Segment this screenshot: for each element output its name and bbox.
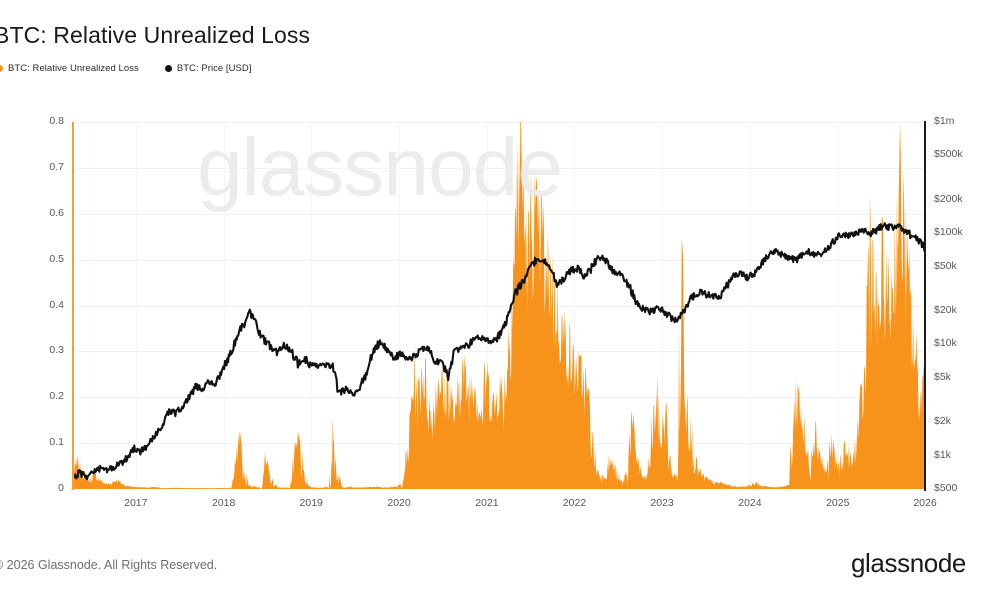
btc-price-line [73,222,925,481]
relative-unrealized-loss-area [73,122,925,489]
left-axis-tick-labels: 0 0.1 0.2 0.3 0.4 0.5 0.6 0.7 0.8 [0,0,64,600]
legend-dot-black-icon [164,65,172,72]
left-axis-tick-label: 0.2 [49,390,64,403]
series-canvas [73,122,925,489]
right-axis-tick-label: $100k [934,226,963,239]
chart-legend: BTC: Relative Unrealized Loss BTC: Price… [0,63,252,74]
legend-label-relative-unrealized-loss: BTC: Relative Unrealized Loss [8,63,139,74]
right-axis-tick-label: $10k [934,337,957,350]
x-axis-tick-label: 2019 [299,497,323,509]
left-axis-tick-label: 0.8 [49,115,64,127]
page-title: BTC: Relative Unrealized Loss [0,22,311,48]
x-axis-tick-label: 2017 [124,497,148,509]
right-axis-tick-label: $50k [934,259,957,272]
left-axis-tick-label: 0.4 [49,298,64,311]
x-axis-tick-label: 2020 [387,497,411,509]
x-axis-tick-labels: 2017 2018 2019 2020 2021 2022 2023 2024 2025 2026 [0,497,1000,517]
legend-label-btc-price: BTC: Price [USD] [176,63,252,74]
legend-item-btc-price[interactable]: BTC: Price [USD] [164,63,252,74]
glassnode-logo: glassnode [851,548,966,578]
right-axis-tick-label: $500k [934,148,963,161]
right-axis-tick-labels: $500 $1k $2k $5k $10k $20k $50k $100k $200k $500k… [934,0,1000,600]
left-axis-tick-label: 0 [58,482,64,494]
x-axis-tick-label: 2021 [475,497,499,509]
x-axis-tick-label: 2018 [211,497,236,509]
left-axis-tick-label: 0.5 [49,252,64,265]
legend-dot-orange-icon [0,65,3,72]
plot-area [73,122,926,489]
left-axis-tick-label: 0.3 [49,344,64,357]
right-axis-tick-label: $2k [934,415,951,428]
right-axis-tick-label: $1m [934,115,955,127]
x-axis-tick-label: 2025 [826,497,850,509]
right-axis-tick-label: $200k [934,192,963,205]
series-clip [73,122,925,489]
left-axis-tick-label: 0.7 [49,160,64,173]
right-axis-line [924,121,926,491]
right-axis-tick-label: $5k [934,370,951,383]
x-axis-tick-label: 2026 [913,497,937,509]
legend-item-relative-unrealized-loss[interactable]: BTC: Relative Unrealized Loss [0,63,139,74]
x-axis-tick-label: 2024 [738,497,762,509]
left-axis-line [72,122,74,490]
x-axis-tick-label: 2023 [650,497,674,509]
footer-copyright: © 2026 Glassnode. All Rights Reserved. [0,558,218,572]
x-axis-tick-label: 2022 [562,497,587,509]
right-axis-tick-label: $1k [934,448,951,461]
right-axis-tick-label: $20k [934,303,957,316]
left-axis-tick-label: 0.1 [49,436,64,449]
right-axis-tick-label: $500 [934,482,958,494]
left-axis-tick-label: 0.6 [49,206,64,219]
